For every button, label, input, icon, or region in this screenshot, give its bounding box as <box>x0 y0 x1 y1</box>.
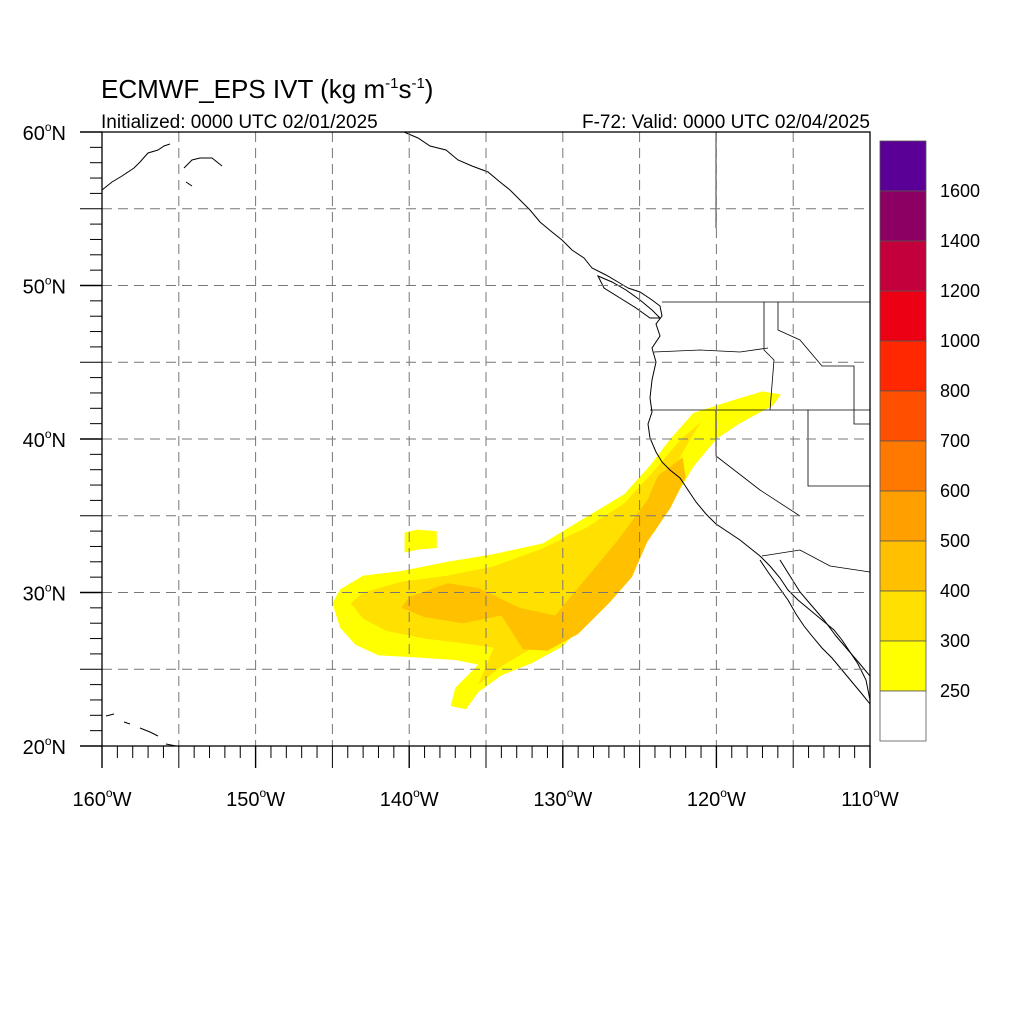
idaho-border <box>763 302 775 411</box>
montana-border <box>777 302 870 425</box>
colorbar-label: 300 <box>940 631 970 651</box>
longitude-labels: 160oW 150oW 140oW 130oW 120oW 110oW <box>73 786 899 811</box>
colorbar-label: 700 <box>940 431 970 451</box>
colorbar-label: 500 <box>940 531 970 551</box>
colorbar-swatch <box>879 490 927 542</box>
political-boundaries <box>650 132 870 573</box>
lon-label: 150oW <box>226 786 285 811</box>
colorbar-label: 250 <box>940 681 970 701</box>
coastlines <box>102 132 870 746</box>
map-plot-area <box>102 132 870 746</box>
colorbar-swatch <box>879 440 927 492</box>
lon-label: 160oW <box>73 786 132 811</box>
alaska-coast <box>102 132 629 289</box>
colorbar-swatch <box>879 290 927 342</box>
lon-label: 140oW <box>380 786 439 811</box>
lat-label: 50oN <box>23 274 66 299</box>
lat-label: 60oN <box>23 120 66 145</box>
colorbar-label: 1400 <box>940 231 980 251</box>
us-mexico-border <box>761 549 870 573</box>
graticule <box>102 132 870 746</box>
initialized-label: Initialized: 0000 UTC 02/01/2025 <box>101 112 378 133</box>
colorbar-swatch <box>879 190 927 242</box>
map-title: ECMWF_EPS IVT (kg m-1s-1) <box>101 74 433 104</box>
hawaii <box>105 713 177 746</box>
colorbar-swatch <box>879 690 927 742</box>
colorbar-swatch <box>879 590 927 642</box>
latitude-labels: 60oN 50oN 40oN 30oN 20oN <box>23 120 66 759</box>
ivt-region-400-3 <box>401 457 686 651</box>
colorbar-swatch <box>879 340 927 392</box>
axis-ticks <box>80 131 871 768</box>
ivt-shading <box>332 391 781 710</box>
colorbar-swatch <box>879 540 927 592</box>
lat-label: 40oN <box>23 427 66 452</box>
colorbar-label: 600 <box>940 481 970 501</box>
colorbar-swatch <box>879 240 927 292</box>
lon-label: 120oW <box>687 786 746 811</box>
vancouver-island <box>596 275 662 319</box>
colorbar-swatch <box>879 390 927 442</box>
lat-label: 30oN <box>23 581 66 606</box>
wa-or-border <box>653 347 769 353</box>
ivt-region-250-0 <box>404 529 437 553</box>
valid-time-label: F-72: Valid: 0000 UTC 02/04/2025 <box>582 112 870 133</box>
lat-label: 20oN <box>23 734 66 759</box>
ca-nv-border <box>715 410 801 517</box>
pacific-northwest-coast <box>627 287 870 701</box>
lon-label: 130oW <box>533 786 592 811</box>
colorbar-label: 400 <box>940 581 970 601</box>
colorbar: 1600 1400 1200 1000 800 700 600 500 400 300 250 <box>879 140 980 742</box>
colorbar-swatch <box>879 140 927 192</box>
baja-california <box>759 559 870 705</box>
nevada-east <box>807 410 870 487</box>
colorbar-label: 800 <box>940 381 970 401</box>
lon-label: 110oW <box>841 786 899 811</box>
colorbar-label: 1000 <box>940 331 980 351</box>
colorbar-label: 1200 <box>940 281 980 301</box>
colorbar-swatch <box>879 640 927 692</box>
colorbar-label: 1600 <box>940 181 980 201</box>
